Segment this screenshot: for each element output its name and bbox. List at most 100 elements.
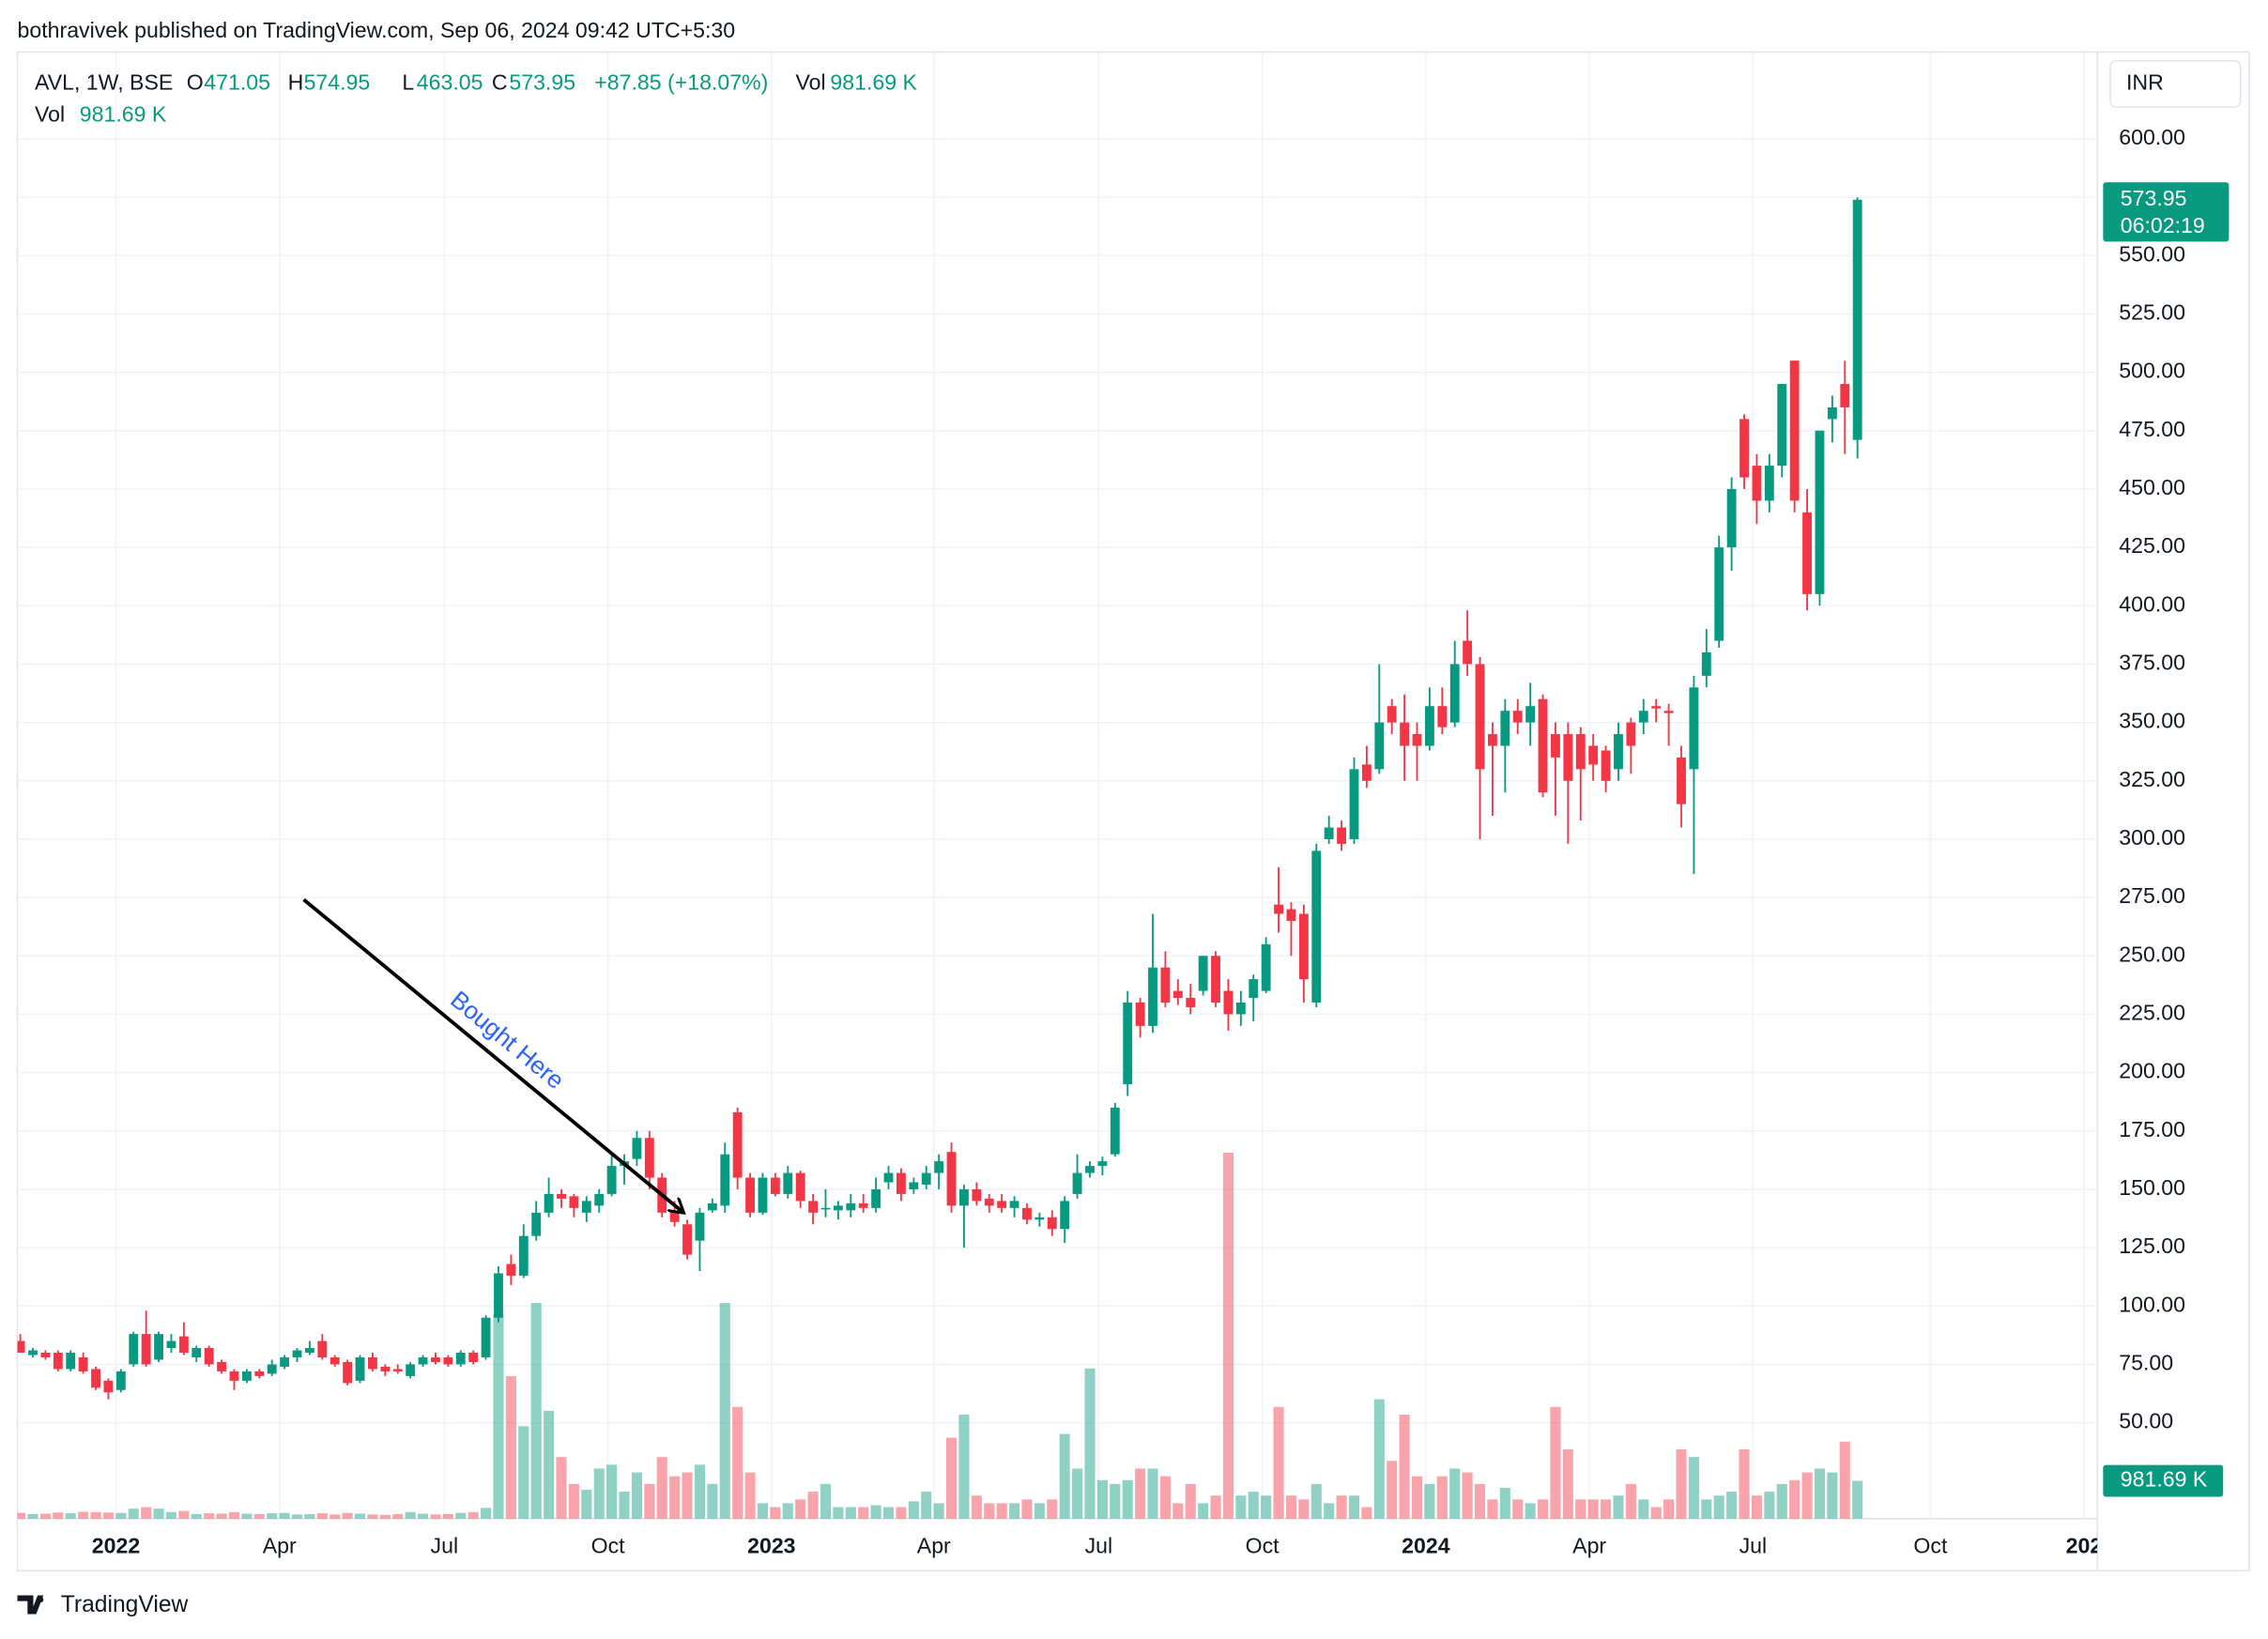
volume-bar — [694, 1464, 705, 1519]
volume-bar — [682, 1472, 693, 1519]
legend-key: C — [492, 69, 508, 94]
x-tick-label: Jul — [431, 1534, 459, 1558]
candle-body — [1085, 1166, 1095, 1173]
candle-body — [343, 1361, 353, 1384]
candle-body — [1374, 722, 1385, 770]
volume-bar — [1084, 1368, 1096, 1519]
candle-body — [1022, 1207, 1032, 1220]
candle-body — [1047, 1217, 1057, 1230]
candle-body — [1286, 909, 1296, 921]
volume-bar — [505, 1375, 516, 1519]
volume-bar — [1285, 1495, 1297, 1519]
volume-bar — [1424, 1483, 1435, 1519]
volume-bar — [1110, 1483, 1121, 1519]
x-tick-label: Oct — [1913, 1534, 1948, 1558]
candle-body — [1274, 904, 1283, 914]
candle-body — [783, 1172, 793, 1194]
candle-body — [1186, 998, 1196, 1007]
volume-bar — [1198, 1503, 1209, 1519]
candle-body — [795, 1172, 805, 1202]
volume-bar — [27, 1513, 38, 1519]
volume-bar — [141, 1507, 152, 1519]
volume-bar — [39, 1513, 51, 1519]
volume-bar — [1072, 1468, 1083, 1519]
y-tick-label: 375.00 — [2119, 651, 2185, 675]
volume-bar — [1387, 1461, 1398, 1519]
volume-bar — [1827, 1472, 1838, 1519]
x-tick-label: Apr — [917, 1534, 951, 1558]
candle-body — [770, 1177, 780, 1194]
candle-body — [368, 1356, 377, 1370]
y-tick-label: 550.00 — [2119, 241, 2185, 266]
volume-bar — [455, 1512, 467, 1519]
candle-body — [1475, 664, 1485, 770]
y-tick-label: 400.00 — [2119, 591, 2185, 616]
volume-bar — [1210, 1495, 1221, 1519]
y-tick-label: 275.00 — [2119, 883, 2185, 908]
candle-body — [1663, 711, 1674, 713]
volume-bar — [1248, 1492, 1259, 1519]
candle-body — [1512, 711, 1523, 723]
candle-body — [1638, 711, 1648, 723]
candle-body — [1298, 913, 1309, 980]
volume-bar — [204, 1513, 215, 1519]
logo — [17, 1595, 44, 1615]
volume-bar — [354, 1513, 366, 1519]
candle-body — [78, 1356, 88, 1371]
candle-body — [972, 1188, 982, 1202]
volume-bar — [493, 1314, 504, 1519]
candle-body — [1072, 1172, 1082, 1194]
publisher: bothravivek published on TradingView.com… — [18, 18, 736, 42]
candle-body — [406, 1364, 416, 1376]
candle-body — [544, 1193, 554, 1213]
volume-bar — [669, 1476, 681, 1519]
volume-bar — [1009, 1503, 1020, 1519]
candle-body — [518, 1235, 529, 1276]
volume-bar — [958, 1415, 970, 1519]
volume-bar — [65, 1513, 76, 1519]
candle-body — [17, 1340, 25, 1354]
candle-body — [1400, 722, 1410, 746]
volume-bar — [1499, 1487, 1510, 1519]
candle-body — [1802, 512, 1812, 594]
legend-key: O — [187, 69, 204, 94]
candle-body — [1198, 956, 1208, 991]
y-tick-label: 250.00 — [2119, 942, 2185, 966]
candle-body — [506, 1264, 516, 1276]
candle-body — [443, 1356, 453, 1365]
y-tick-label: 225.00 — [2119, 1001, 2185, 1025]
candle-body — [1525, 706, 1536, 723]
volume-bar — [481, 1508, 492, 1519]
volume-bar — [744, 1472, 756, 1519]
candle-body — [418, 1356, 428, 1365]
volume-bar — [153, 1509, 164, 1519]
volume-bar — [606, 1464, 618, 1519]
candle-body — [707, 1202, 717, 1211]
volume-bar — [1147, 1468, 1158, 1519]
x-tick-label: Apr — [263, 1534, 297, 1558]
candle-body — [1777, 384, 1787, 467]
volume-bar — [1538, 1499, 1549, 1519]
candle-body — [91, 1369, 100, 1388]
candle-body — [392, 1369, 403, 1371]
candle-body — [1249, 979, 1259, 999]
candle-body — [644, 1138, 654, 1178]
volume-bar — [631, 1472, 642, 1519]
candle-body — [959, 1188, 969, 1206]
volume-bar — [1222, 1152, 1234, 1519]
candle-body — [1614, 734, 1623, 770]
price-tag — [2103, 182, 2230, 242]
candle-body — [820, 1207, 831, 1210]
volume-bar — [1172, 1503, 1184, 1519]
y-tick-label: 125.00 — [2119, 1233, 2185, 1258]
volume-bar — [1814, 1468, 1825, 1519]
candle-body — [1500, 711, 1510, 746]
volume-bar — [1562, 1448, 1573, 1519]
volume-bar — [291, 1514, 303, 1519]
volume-bar — [1273, 1406, 1284, 1519]
volume-bar — [115, 1512, 127, 1519]
x-tick-label: Oct — [1246, 1534, 1280, 1558]
y-tick-label: 500.00 — [2119, 359, 2185, 383]
volume-bar — [1601, 1499, 1612, 1519]
